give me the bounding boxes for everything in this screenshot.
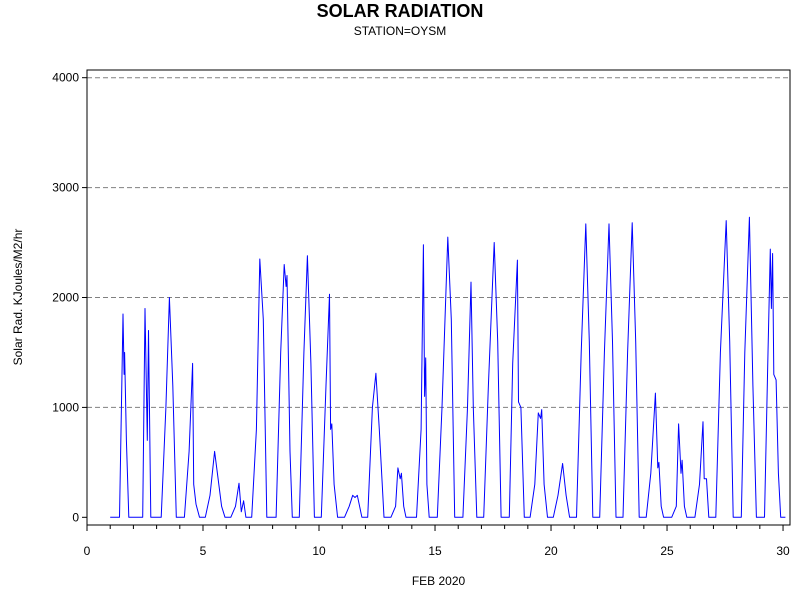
y-axis: 0 1000 2000 3000 4000 xyxy=(52,71,87,524)
series-group xyxy=(110,216,786,518)
grid-lines xyxy=(87,77,790,408)
x-tick-label: 10 xyxy=(312,544,326,558)
x-tick-label: 20 xyxy=(544,544,558,558)
x-axis-title: FEB 2020 xyxy=(411,574,466,588)
chart-title: SOLAR RADIATION xyxy=(316,1,484,21)
chart-subtitle: STATION=OYSM xyxy=(353,24,447,38)
x-tick-label: 0 xyxy=(84,544,91,558)
y-tick-label: 0 xyxy=(72,510,79,524)
y-tick-label: 2000 xyxy=(52,291,79,305)
x-tick-label: 5 xyxy=(200,544,207,558)
x-tick-label: 30 xyxy=(776,544,790,558)
x-tick-label: 15 xyxy=(428,544,442,558)
x-tick-label: 25 xyxy=(660,544,674,558)
series-line xyxy=(110,216,786,518)
y-tick-label: 1000 xyxy=(52,400,79,414)
y-tick-label: 4000 xyxy=(52,71,79,85)
y-axis-title: Solar Rad. KJoules/M2/hr xyxy=(11,228,25,366)
x-axis: 0 5 10 15 20 25 30 xyxy=(84,525,790,558)
y-tick-label: 3000 xyxy=(52,181,79,195)
